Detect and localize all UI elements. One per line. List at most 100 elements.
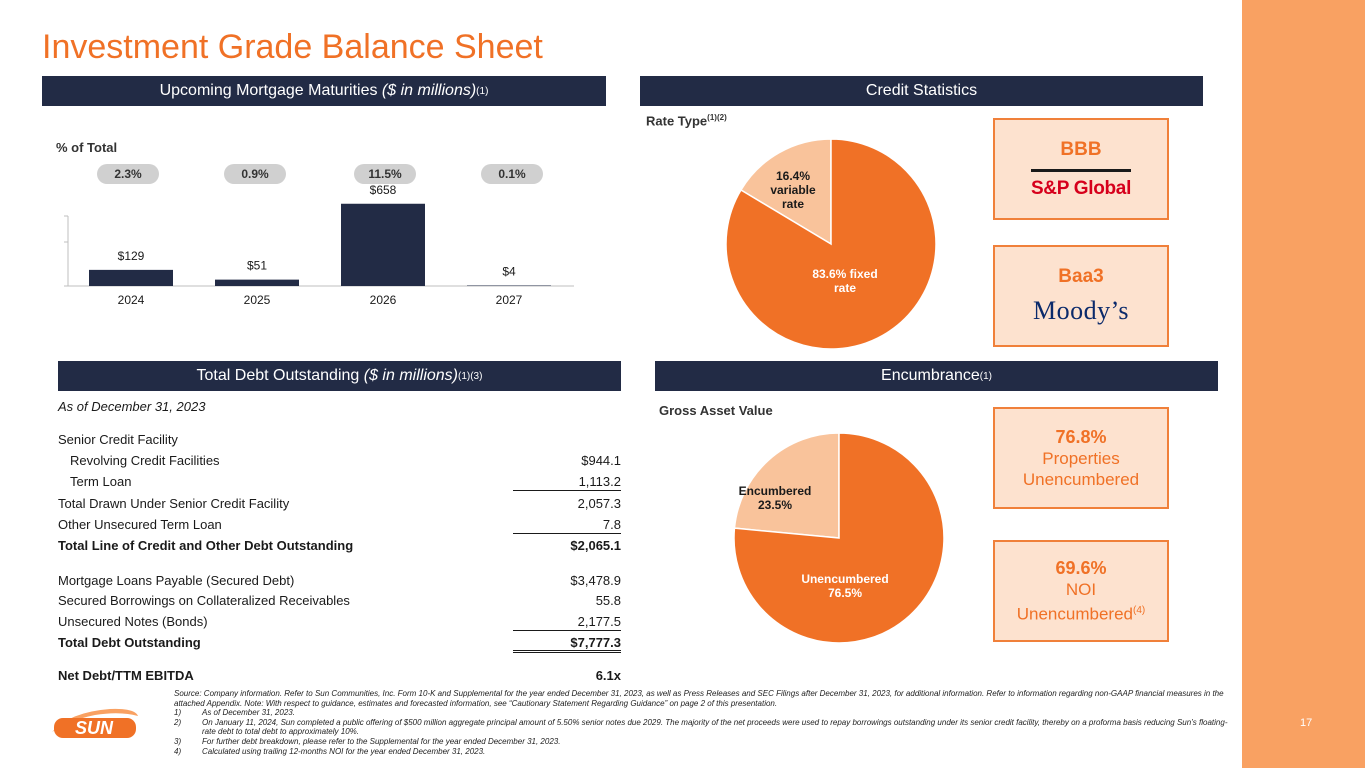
row-value: 2,057.3 bbox=[577, 496, 621, 511]
row-value: $944.1 bbox=[581, 453, 621, 468]
row-value: $2,065.1 bbox=[570, 538, 621, 553]
sp-divider bbox=[1031, 168, 1131, 172]
moodys-rating-value: Baa3 bbox=[1058, 266, 1104, 287]
sp-rating-box: BBB S&P Global bbox=[993, 118, 1169, 220]
maturities-header-text: Upcoming Mortgage Maturities bbox=[159, 82, 378, 99]
table-row: Revolving Credit Facilities $944.1 bbox=[58, 450, 621, 470]
footnote-number: 3) bbox=[174, 736, 182, 746]
row-value: $7,777.3 bbox=[513, 635, 621, 653]
noi-unencumbered-box: 69.6% NOI Unencumbered(4) bbox=[993, 540, 1169, 642]
page-title: Investment Grade Balance Sheet bbox=[42, 28, 543, 66]
gav-label: Gross Asset Value bbox=[659, 403, 773, 418]
sun-logo-text: SUN bbox=[75, 718, 114, 738]
debt-header-text: Total Debt Outstanding bbox=[196, 367, 360, 384]
credit-header-text: Credit Statistics bbox=[865, 82, 978, 99]
encumbered-slice bbox=[733, 432, 840, 539]
pct-pill-2026: 11.5% bbox=[354, 164, 416, 184]
bar-value-label: $51 bbox=[247, 259, 267, 273]
debt-header-units: ($ in millions) bbox=[363, 367, 458, 384]
footnote-4: 4) Calculated using trailing 12-months NO… bbox=[174, 747, 1234, 757]
bar-2025 bbox=[215, 279, 299, 286]
bar-value-label: $658 bbox=[370, 183, 397, 197]
row-label: Other Unsecured Term Loan bbox=[58, 517, 222, 532]
pct-pill-2027: 0.1% bbox=[481, 164, 543, 184]
footnote-number: 4) bbox=[174, 746, 182, 756]
encumbrance-header-text: Encumbrance bbox=[881, 367, 980, 384]
encumbered-slice-label: Encumbered 23.5% bbox=[739, 484, 812, 512]
sp-global-logo: S&P Global bbox=[1030, 177, 1132, 199]
rate-type-label-sup: (1)(2) bbox=[707, 113, 727, 122]
debt-as-of-date: As of December 31, 2023 bbox=[58, 399, 206, 414]
table-row: Total Line of Credit and Other Debt Outs… bbox=[58, 535, 621, 555]
footnote-text: As of December 31, 2023. bbox=[202, 708, 295, 718]
unencumbered-slice-label: Unencumbered 76.5% bbox=[801, 572, 888, 600]
pct-of-total-label: % of Total bbox=[56, 140, 118, 155]
maturities-header-units: ($ in millions) bbox=[381, 82, 477, 99]
table-row: Mortgage Loans Payable (Secured Debt) $3… bbox=[58, 570, 621, 590]
x-tick-label: 2024 bbox=[118, 293, 145, 307]
footnote-1: 1) As of December 31, 2023. bbox=[174, 708, 1234, 718]
row-value: 55.8 bbox=[595, 593, 621, 608]
table-row: Unsecured Notes (Bonds) 2,177.5 bbox=[58, 611, 621, 631]
row-label: Net Debt/TTM EBITDA bbox=[58, 668, 194, 683]
footnote-text: Calculated using trailing 12-months NOI … bbox=[202, 746, 486, 756]
noi-label: NOI bbox=[1065, 579, 1097, 599]
rate-type-label: Rate Type(1)(2) bbox=[646, 113, 727, 128]
x-tick-label: 2027 bbox=[496, 293, 523, 307]
row-label: Total Drawn Under Senior Credit Facility bbox=[58, 496, 290, 511]
variable-rate-slice bbox=[739, 138, 832, 246]
bar-2024 bbox=[89, 269, 173, 286]
footnote-3: 3) For further debt breakdown, please ref… bbox=[174, 737, 1234, 747]
source-note: Source: Company information. Refer to Su… bbox=[174, 689, 1224, 708]
properties-unencumbered-pct: 76.8% bbox=[1055, 426, 1107, 447]
row-label: Unsecured Notes (Bonds) bbox=[58, 614, 208, 629]
credit-header: Credit Statistics bbox=[640, 76, 1203, 106]
table-row: Total Debt Outstanding $7,777.3 bbox=[58, 632, 621, 653]
row-label: Total Debt Outstanding bbox=[58, 635, 201, 650]
noi-unencumbered-pct: 69.6% bbox=[1055, 557, 1107, 578]
sun-logo: SUN bbox=[52, 708, 138, 738]
row-value: 2,177.5 bbox=[513, 614, 621, 631]
sun-logo-band bbox=[54, 718, 136, 738]
row-label: Senior Credit Facility bbox=[58, 432, 178, 447]
maturities-bar-chart: $129 2024 $51 2025 $658 2026 $4 2027 bbox=[64, 183, 574, 307]
bar-value-label: $129 bbox=[118, 249, 145, 263]
table-row: Net Debt/TTM EBITDA 6.1x bbox=[58, 665, 621, 685]
row-value: 6.1x bbox=[595, 668, 621, 683]
debt-header-sup: (1)(3) bbox=[458, 370, 483, 382]
right-sidebar bbox=[1242, 0, 1365, 768]
rate-type-pie-chart: 16.4% variable rate 83.6% fixed rate bbox=[725, 138, 937, 350]
variable-rate-slice-label: 16.4% variable rate bbox=[770, 169, 816, 211]
footnote-number: 2) bbox=[174, 717, 182, 727]
row-label: Secured Borrowings on Collateralized Rec… bbox=[58, 593, 350, 608]
footnotes: Source: Company information. Refer to Su… bbox=[174, 689, 1234, 756]
bar-2026 bbox=[341, 203, 425, 286]
row-label: Mortgage Loans Payable (Secured Debt) bbox=[58, 573, 295, 588]
unencumbered-slice bbox=[733, 432, 945, 644]
unencumbered-label: Unencumbered bbox=[1022, 469, 1140, 489]
fixed-rate-slice-label: 83.6% fixed rate bbox=[812, 267, 877, 295]
pct-pill-2024: 2.3% bbox=[97, 164, 159, 184]
noi-unencumbered-label: Unencumbered(4) bbox=[1017, 600, 1145, 625]
maturities-header: Upcoming Mortgage Maturities ($ in milli… bbox=[42, 76, 606, 106]
table-row: Other Unsecured Term Loan 7.8 bbox=[58, 514, 621, 534]
row-label: Term Loan bbox=[70, 474, 132, 489]
x-tick-label: 2026 bbox=[370, 293, 397, 307]
sp-rating-value: BBB bbox=[1060, 138, 1102, 160]
noi-unencumbered-text: Unencumbered bbox=[1016, 604, 1133, 624]
table-row: Total Drawn Under Senior Credit Facility… bbox=[58, 493, 621, 513]
footnote-text: On January 11, 2024, Sun completed a pub… bbox=[202, 717, 1228, 737]
encumbrance-header-sup: (1) bbox=[979, 370, 992, 382]
footnote-2: 2) On January 11, 2024, Sun completed a p… bbox=[174, 718, 1234, 737]
row-value: 7.8 bbox=[513, 517, 621, 534]
encumbrance-pie-chart: Encumbered 23.5% Unencumbered 76.5% bbox=[733, 432, 945, 644]
properties-unencumbered-box: 76.8% Properties Unencumbered bbox=[993, 407, 1169, 509]
noi-unencumbered-sup: (4) bbox=[1133, 604, 1146, 616]
pct-pill-2025: 0.9% bbox=[224, 164, 286, 184]
bar-2027 bbox=[467, 285, 551, 286]
moodys-logo: Moody’s bbox=[1033, 296, 1129, 325]
debt-header: Total Debt Outstanding ($ in millions) (1… bbox=[58, 361, 621, 391]
maturities-header-sup: (1) bbox=[476, 85, 489, 97]
encumbrance-header: Encumbrance (1) bbox=[655, 361, 1218, 391]
bar-value-label: $4 bbox=[502, 265, 516, 279]
